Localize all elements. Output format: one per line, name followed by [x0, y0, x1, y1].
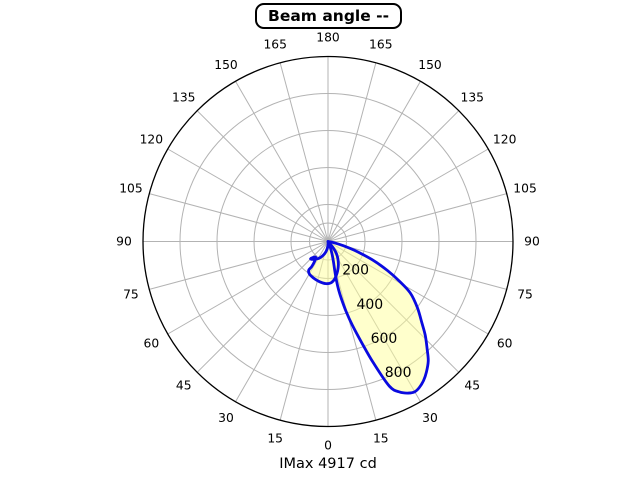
radial-tick-label: 800 — [385, 365, 412, 381]
angle-tick-label: 60 — [144, 337, 160, 351]
polar-grid-circle — [216, 130, 440, 353]
chart-title: Beam angle -- — [255, 3, 403, 29]
main-beam-lobe-curve — [326, 240, 430, 395]
angle-tick-label: 135 — [172, 90, 195, 104]
polar-grid-circle — [253, 167, 403, 316]
angle-tick-label: 135 — [461, 90, 484, 104]
polar-grid-line — [327, 148, 489, 242]
polar-grid-line — [149, 193, 329, 242]
polar-grid-line — [327, 241, 507, 290]
angle-tick-label: 45 — [176, 379, 192, 393]
angle-tick-label: 30 — [422, 411, 438, 425]
angle-tick-label: 105 — [119, 182, 142, 196]
angle-tick-label: 150 — [418, 58, 441, 72]
polar-grid-line — [149, 241, 329, 290]
polar-grid-line — [167, 241, 329, 335]
radial-tick-label: 400 — [356, 297, 383, 313]
angle-tick-label: 30 — [218, 411, 234, 425]
angle-tick-label: 90 — [116, 235, 132, 249]
angle-tick-label: 150 — [214, 58, 237, 72]
polar-grid-line — [327, 62, 377, 242]
polar-grid-line — [196, 110, 329, 242]
polar-grid-line — [235, 81, 329, 242]
main-beam-lobe-fill — [328, 241, 429, 394]
angle-tick-label: 165 — [263, 37, 286, 51]
imax-caption: IMax 4917 cd — [279, 456, 377, 472]
polar-grid-line — [196, 241, 329, 373]
polar-grid-line — [327, 193, 507, 242]
angle-tick-label: 120 — [493, 133, 516, 147]
polar-grid-circle — [179, 93, 477, 390]
polar-grid-line — [279, 62, 329, 242]
angle-tick-label: 165 — [369, 37, 392, 51]
angle-tick-label: 15 — [373, 432, 389, 446]
polar-grid-line — [327, 81, 421, 242]
angle-tick-label: 45 — [464, 379, 480, 393]
angle-tick-label: 0 — [324, 439, 332, 453]
angle-tick-label: 105 — [513, 182, 536, 196]
polar-outer-circle — [142, 55, 514, 428]
angle-tick-label: 120 — [140, 133, 163, 147]
radial-tick-label: 200 — [342, 263, 369, 279]
angle-tick-label: 90 — [524, 235, 540, 249]
radial-tick-label: 600 — [371, 331, 398, 347]
angle-tick-label: 60 — [497, 337, 513, 351]
angle-tick-label: 180 — [316, 31, 339, 45]
angle-tick-label: 15 — [267, 432, 283, 446]
angle-tick-label: 75 — [517, 287, 533, 301]
polar-grid-line — [327, 110, 460, 242]
secondary-lobe-curve — [307, 240, 340, 286]
polar-grid-line — [167, 148, 329, 242]
angle-tick-label: 75 — [123, 287, 139, 301]
